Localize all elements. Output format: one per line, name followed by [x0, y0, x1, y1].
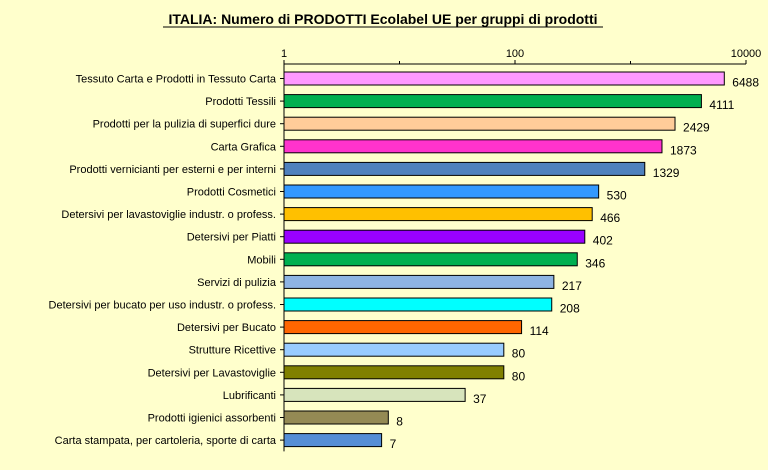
- bar-group: Carta Grafica 1873: [211, 139, 697, 157]
- value-label: 7: [390, 437, 397, 451]
- bar-group: Servizi di pulizia 217: [197, 274, 582, 293]
- bar: [283, 184, 600, 199]
- bar-group: Strutture Ricettive 80: [189, 342, 526, 361]
- category-label: Carta stampata, per cartoleria, sporte d…: [55, 435, 277, 447]
- bar: [283, 365, 505, 380]
- category-label: Prodotti igienici assorbenti: [148, 413, 276, 425]
- bar: [283, 71, 725, 86]
- bar-group: Detersivi per lavastoviglie industr. o p…: [61, 207, 621, 225]
- bar: [283, 342, 505, 357]
- category-label: Detersivi per Lavastoviglie: [148, 367, 276, 379]
- bar: [283, 229, 586, 244]
- x-tick-label: 100: [506, 48, 524, 60]
- x-tick-label: 1: [281, 48, 287, 60]
- bar-group: Carta stampata, per cartoleria, sporte d…: [55, 433, 397, 451]
- bar: [283, 410, 389, 425]
- category-label: Prodotti Cosmetici: [187, 187, 276, 199]
- value-label: 217: [562, 279, 582, 293]
- category-label: Detersivi per bucato per uso industr. o …: [49, 300, 276, 312]
- bar-group: Prodotti vernicianti per esterni e per i…: [69, 161, 680, 180]
- bar: [283, 387, 466, 402]
- bar: [283, 252, 578, 267]
- bar: [283, 297, 553, 312]
- value-label: 1873: [670, 143, 697, 157]
- bars: Tessuto Carta e Prodotti in Tessuto Cart…: [49, 71, 759, 451]
- value-label: 80: [512, 347, 526, 361]
- bar-group: Prodotti igienici assorbenti 8: [148, 410, 403, 429]
- bar: [283, 433, 383, 448]
- bar: [283, 161, 646, 176]
- value-label: 37: [473, 392, 487, 406]
- bar: [283, 320, 523, 335]
- bar-group: Mobili 346: [247, 252, 606, 270]
- bar-group: Detersivi per Bucato 114: [177, 320, 549, 338]
- category-label: Detersivi per Piatti: [187, 232, 276, 244]
- value-label: 8: [396, 415, 403, 429]
- bar-group: Detersivi per Piatti 402: [187, 229, 613, 248]
- bar-group: Prodotti per la pulizia di superfici dur…: [93, 116, 710, 135]
- x-tick-label: 10000: [731, 48, 762, 60]
- bar-group: Tessuto Carta e Prodotti in Tessuto Cart…: [76, 71, 759, 90]
- category-label: Prodotti Tessili: [205, 96, 276, 108]
- bar-group: Prodotti Cosmetici 530: [187, 184, 627, 203]
- category-label: Prodotti vernicianti per esterni e per i…: [69, 164, 276, 176]
- category-label: Mobili: [247, 254, 276, 266]
- category-label: Detersivi per Bucato: [177, 322, 276, 334]
- bar: [283, 207, 593, 222]
- bar-group: Detersivi per Lavastoviglie 80: [148, 365, 526, 383]
- category-label: Strutture Ricettive: [189, 345, 276, 357]
- value-label: 346: [585, 256, 605, 270]
- value-label: 208: [560, 302, 580, 316]
- value-label: 1329: [653, 166, 680, 180]
- value-label: 402: [593, 234, 613, 248]
- value-label: 466: [600, 211, 620, 225]
- bar: [283, 116, 676, 131]
- value-label: 2429: [683, 121, 710, 135]
- bar: [283, 139, 663, 154]
- value-label: 6488: [732, 76, 759, 90]
- value-label: 4111: [709, 98, 734, 112]
- category-label: Prodotti per la pulizia di superfici dur…: [93, 119, 276, 131]
- category-label: Tessuto Carta e Prodotti in Tessuto Cart…: [76, 74, 277, 86]
- category-label: Lubrificanti: [223, 390, 276, 402]
- category-label: Detersivi per lavastoviglie industr. o p…: [61, 209, 276, 221]
- bar: [283, 274, 555, 289]
- category-label: Servizi di pulizia: [197, 277, 277, 289]
- bar: [283, 94, 702, 109]
- bar-group: Prodotti Tessili 4111: [205, 94, 735, 112]
- value-label: 114: [530, 324, 549, 338]
- value-label: 530: [607, 189, 627, 203]
- category-label: Carta Grafica: [211, 141, 277, 153]
- bar-group: Detersivi per bucato per uso industr. o …: [49, 297, 580, 316]
- chart-title: ITALIA: Numero di PRODOTTI Ecolabel UE p…: [168, 11, 597, 27]
- bar-group: Lubrificanti 37: [223, 387, 487, 406]
- value-label: 80: [512, 369, 526, 383]
